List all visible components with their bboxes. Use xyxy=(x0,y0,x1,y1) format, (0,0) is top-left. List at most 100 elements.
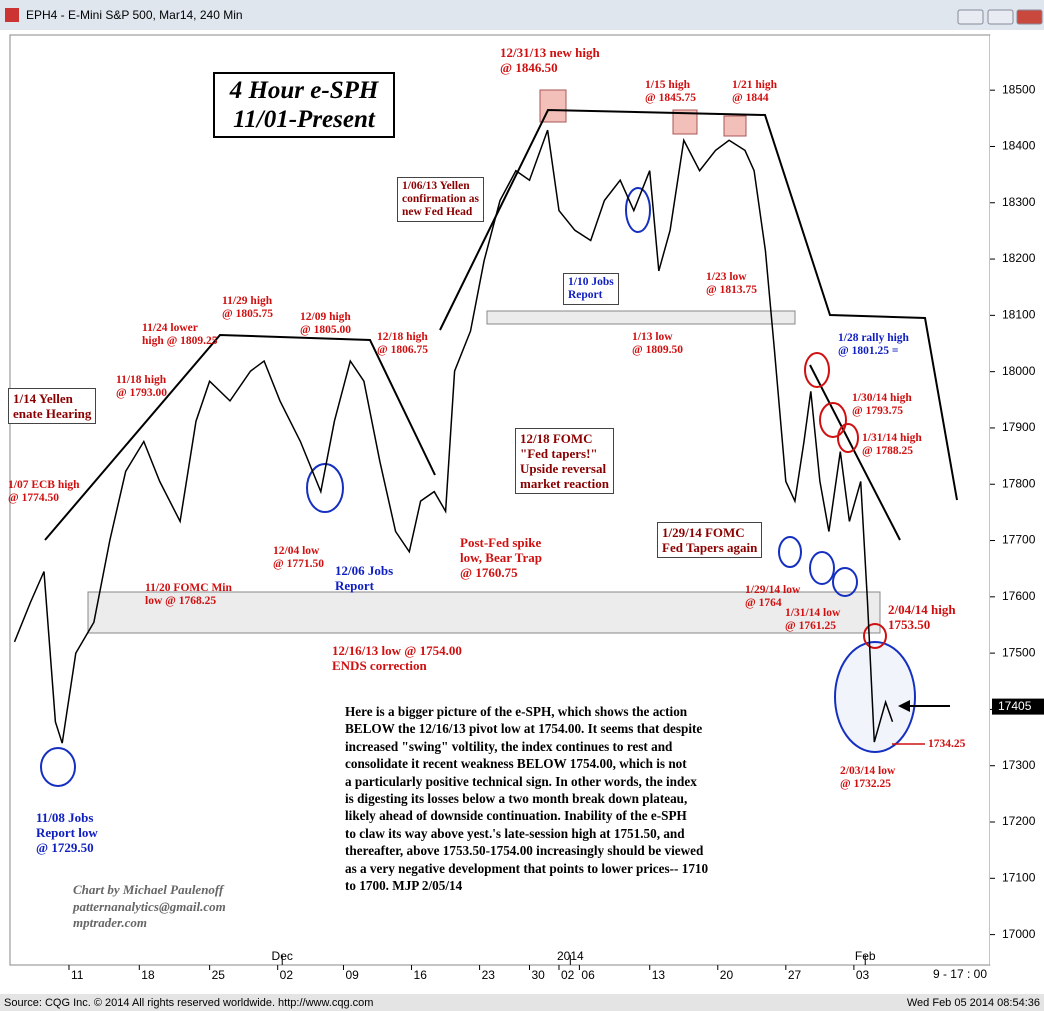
annotation-line: confirmation as xyxy=(402,193,479,205)
commentary-line: a particularly positive technical sign. … xyxy=(345,773,697,789)
annotation-line: 11/18 high xyxy=(116,374,167,386)
annotation-line: 1753.50 xyxy=(888,617,931,632)
source-text: Source: CQG Inc. © 2014 All rights reser… xyxy=(4,997,373,1009)
annotation-line: 1/23 low xyxy=(706,271,747,283)
maximize-button[interactable] xyxy=(987,9,1014,25)
annotation-line: @ 1788.25 xyxy=(862,445,913,457)
highlight-circles xyxy=(40,187,916,787)
annotation-line: @ 1809.50 xyxy=(632,344,683,356)
annotation-line: 11/20 FOMC Min xyxy=(145,582,232,594)
annotation-line: @ 1805.75 xyxy=(222,308,273,320)
annotation-line: enate Hearing xyxy=(13,406,92,421)
annotation: 11/08 Jobs Report low @ 1729.50 xyxy=(36,810,98,855)
annotation-line: @ 1760.75 xyxy=(460,565,518,580)
annotation-line: high @ 1809.25 xyxy=(142,335,218,347)
annotation: 1/13 low @ 1809.50 xyxy=(632,331,683,357)
y-axis xyxy=(990,35,1044,965)
y-tick-label: 17600 xyxy=(1002,589,1036,603)
y-tick-label: 17800 xyxy=(1002,476,1036,490)
commentary: Here is a bigger picture of the e-SPH, w… xyxy=(345,703,708,894)
annotation-line: @ 1732.25 xyxy=(840,778,891,790)
chart-title: 4 Hour e-SPH 11/01-Present xyxy=(213,72,395,138)
annotation-line: 1/15 high xyxy=(645,79,691,91)
annotation: 12/04 low @ 1771.50 xyxy=(273,545,324,571)
annotation-line: @ 1845.75 xyxy=(645,92,696,104)
annotation: 12/16/13 low @ 1754.00 ENDS correction xyxy=(332,643,462,673)
annotation-line: Fed Tapers again xyxy=(662,540,758,555)
annotation-line: @ 1806.75 xyxy=(377,344,428,356)
annotation-line: Report xyxy=(568,289,603,301)
commentary-line: to 1700. MJP 2/05/14 xyxy=(345,878,463,894)
annotation-line: @ 1805.00 xyxy=(300,324,351,336)
annotation: 11/18 high @ 1793.00 xyxy=(116,374,167,400)
annotation-line: Report low xyxy=(36,825,98,840)
commentary-line: thereafter, above 1753.50-1754.00 increa… xyxy=(345,843,704,859)
close-button[interactable] xyxy=(1016,9,1043,25)
annotation-line: @ 1764 xyxy=(745,597,782,609)
x-tick-label: 11 xyxy=(71,968,84,982)
high-marker xyxy=(723,115,747,137)
session-label: 9 - 17 : 00 xyxy=(933,967,987,981)
annotation-line: 12/18 FOMC xyxy=(520,431,593,446)
y-tick-label: 17500 xyxy=(1002,645,1036,659)
annotation-line: ENDS correction xyxy=(332,658,427,673)
annotation: 11/24 lower high @ 1809.25 xyxy=(142,322,218,348)
last-price: 17405 xyxy=(992,698,1044,715)
title-line: 11/01-Present xyxy=(233,106,375,133)
annotation-line: low @ 1768.25 xyxy=(145,595,217,607)
annotation: 1/30/14 high @ 1793.75 xyxy=(852,392,912,418)
y-tick-label: 17300 xyxy=(1002,758,1036,772)
x-major-label: Dec xyxy=(272,949,293,963)
annotation-line: 12/09 high xyxy=(300,311,351,323)
minimize-button[interactable] xyxy=(957,9,984,25)
annotation-line: 1/29/14 FOMC xyxy=(662,525,745,540)
y-tick-label: 18300 xyxy=(1002,195,1036,209)
status-bar xyxy=(0,994,1044,1011)
annotation-line: @ 1774.50 xyxy=(8,492,59,504)
annotation: 1/21 high @ 1844 xyxy=(732,79,777,105)
annotation-line: new Fed Head xyxy=(402,206,473,218)
annotation-line: @ 1729.50 xyxy=(36,840,94,855)
x-tick-label: 18 xyxy=(141,968,155,982)
annotation-line: 12/31/13 new high xyxy=(500,45,600,60)
x-tick-label: 09 xyxy=(345,968,359,982)
price-line xyxy=(13,129,894,744)
pointer-arrow-head xyxy=(898,700,910,712)
x-tick-label: 13 xyxy=(652,968,666,982)
annotation-line: @ 1801.25 = xyxy=(838,345,899,357)
annotation-line: 11/08 Jobs xyxy=(36,810,94,825)
last-price-label: 17405 xyxy=(998,699,1032,713)
annotation-line: 1/07 ECB high xyxy=(8,479,80,491)
annotation: 12/31/13 new high @ 1846.50 xyxy=(500,45,600,75)
annotation-line: low, Bear Trap xyxy=(460,550,542,565)
timestamp: Wed Feb 05 2014 08:54:36 xyxy=(907,997,1040,1009)
commentary-line: as a very negative development that poin… xyxy=(345,860,709,876)
annotation: 12/06 Jobs Report xyxy=(335,563,393,593)
annotation: 12/18 FOMC "Fed tapers!" Upside reversal ma… xyxy=(515,428,614,494)
y-tick-label: 18200 xyxy=(1002,251,1036,265)
annotation-line: Upside reversal xyxy=(520,461,607,476)
x-major-label: Feb xyxy=(855,949,876,963)
annotation-line: 1/29/14 low xyxy=(745,584,801,596)
plot-area xyxy=(9,34,991,966)
annotation-line: 2/04/14 high xyxy=(888,602,956,617)
x-tick-label: 06 xyxy=(581,968,595,982)
plateau-zone xyxy=(87,591,881,634)
annotation-line: 12/06 Jobs xyxy=(335,563,394,578)
highlight-circles-red xyxy=(804,352,887,649)
commentary-line: increased "swing" voltility, the index c… xyxy=(345,738,673,754)
annotation: 1/31/14 low @ 1761.25 xyxy=(785,607,840,633)
annotation: 1/10 Jobs Report xyxy=(563,273,619,305)
title-line: 4 Hour e-SPH xyxy=(229,77,379,104)
annotation-line: 1/31/14 low xyxy=(785,607,841,619)
annotation-line: 12/18 high xyxy=(377,331,428,343)
annotation: 1/06/13 Yellen confirmation as new Fed Hea… xyxy=(397,177,484,222)
title-bar xyxy=(0,0,1044,30)
commentary-line: to claw its way above yest.'s late-sessi… xyxy=(345,825,685,841)
annotation-line: @ 1761.25 xyxy=(785,620,836,632)
annotation: 1/29/14 FOMC Fed Tapers again xyxy=(657,522,763,558)
annotation-line: 1/28 rally high xyxy=(838,332,909,344)
annotation-line: 1734.25 xyxy=(928,738,966,750)
x-tick-label: 16 xyxy=(414,968,428,982)
y-tick-label: 17000 xyxy=(1002,927,1036,941)
